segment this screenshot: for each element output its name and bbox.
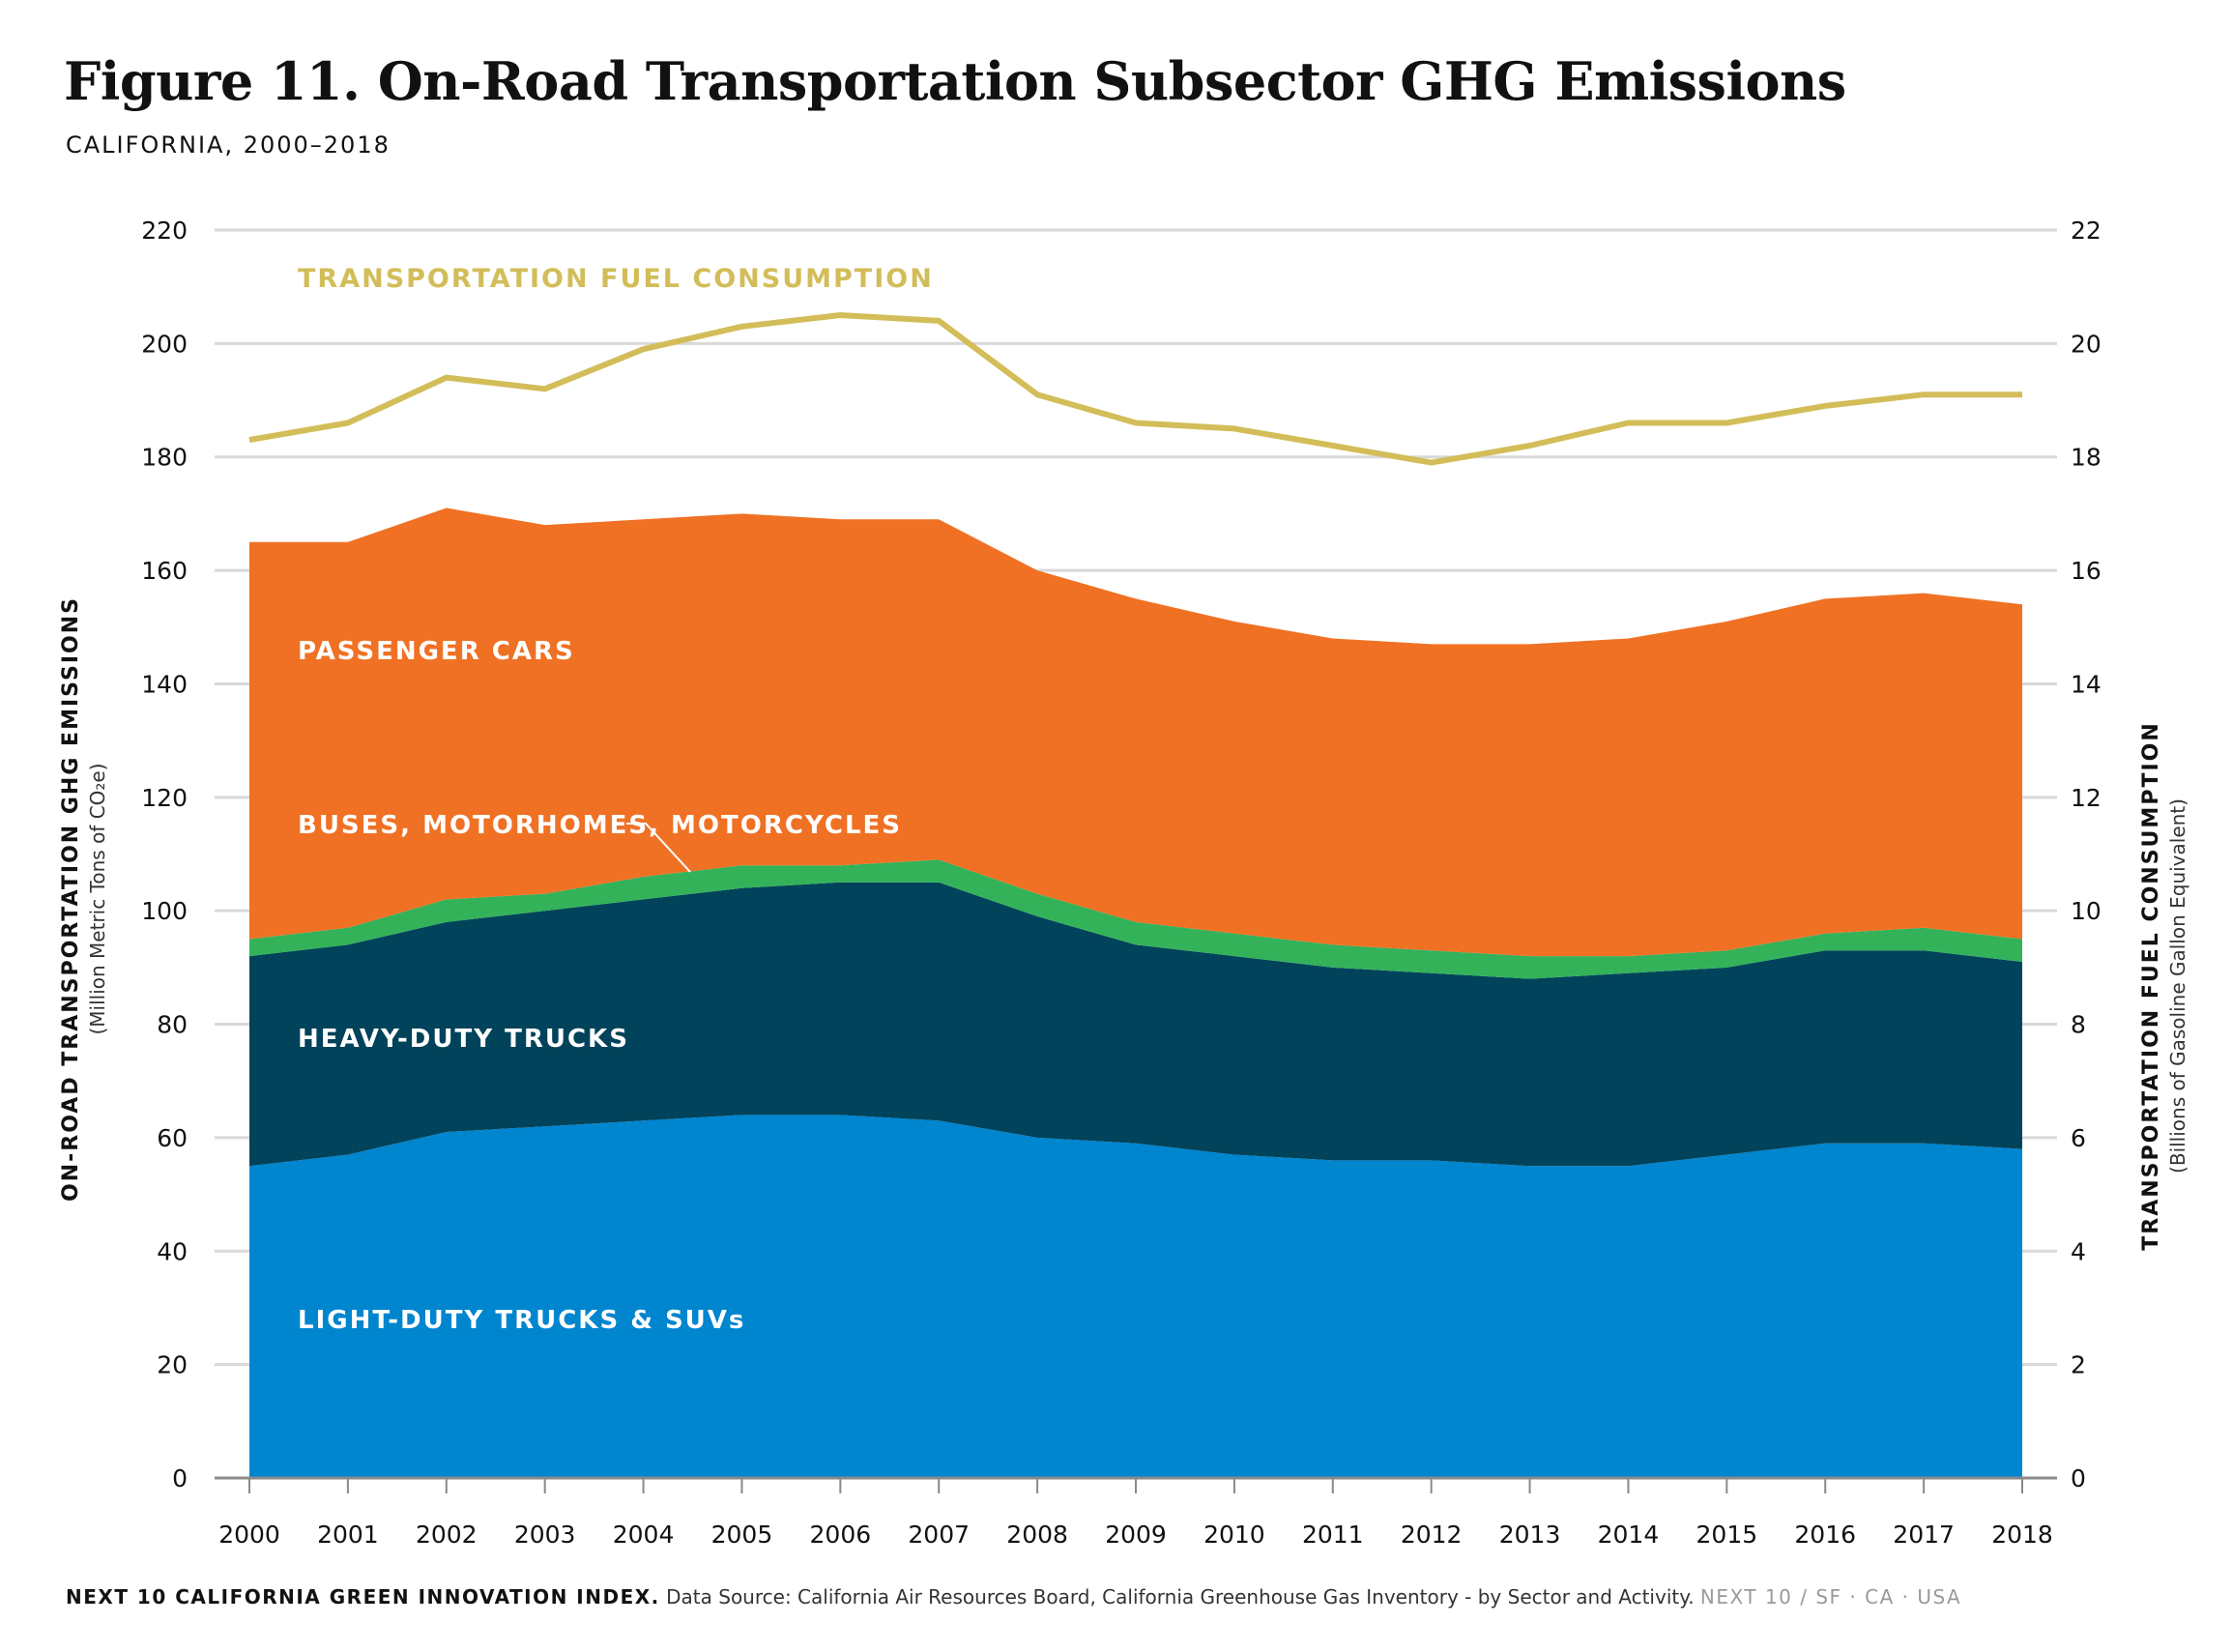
label-heavy-duty: HEAVY-DUTY TRUCKS [298, 1025, 629, 1054]
area-heavy-duty-trucks [249, 882, 2022, 1167]
x-tick-label: 2016 [1794, 1521, 1856, 1549]
footer-source: Data Source: California Air Resources Bo… [666, 1585, 1695, 1609]
area-buses-motorhomes-motorcycles [249, 859, 2022, 979]
fuel-consumption-line-layer [248, 312, 2022, 466]
y2-tick-label: 16 [2071, 557, 2102, 585]
x-tick-label: 2011 [1302, 1521, 1364, 1549]
footer: NEXT 10 CALIFORNIA GREEN INNOVATION INDE… [66, 1585, 1961, 1609]
stacked-areas [249, 507, 2022, 1478]
y2-axis-title: TRANSPORTATION FUEL CONSUMPTION [2139, 721, 2163, 1250]
axes: 0 0 20 2 40 4 60 6 80 8 100 10 120 12 140 14 160 16 180 18 2… [141, 217, 2102, 1549]
x-tick-label: 2001 [317, 1521, 379, 1549]
y2-tick-label: 22 [2071, 217, 2102, 245]
area-passenger-cars [249, 507, 2022, 957]
y-tick-label: 140 [141, 670, 188, 698]
label-passenger-cars: PASSENGER CARS [298, 637, 575, 666]
x-tick-label: 2014 [1598, 1521, 1660, 1549]
chart-subtitle: CALIFORNIA, 2000–2018 [66, 131, 391, 159]
y-tick-label: 160 [141, 557, 188, 585]
y2-tick-label: 0 [2071, 1464, 2086, 1493]
label-light-duty: LIGHT-DUTY TRUCKS & SUVs [298, 1306, 745, 1335]
y2-tick-label: 8 [2071, 1011, 2086, 1039]
y-tick-label: 200 [141, 330, 188, 358]
footer-brand: NEXT 10 / SF · CA · USA [1699, 1585, 1962, 1609]
y-tick-label: 100 [141, 897, 188, 925]
y-tick-label: 0 [172, 1464, 188, 1493]
y-tick-label: 40 [157, 1237, 188, 1265]
x-tick-label: 2007 [908, 1521, 970, 1549]
x-tick-label: 2008 [1006, 1521, 1068, 1549]
footer-index: NEXT 10 CALIFORNIA GREEN INNOVATION INDE… [66, 1585, 660, 1609]
y2-tick-label: 2 [2071, 1351, 2086, 1379]
y-tick-label: 120 [141, 784, 188, 812]
x-tick-label: 2000 [218, 1521, 280, 1549]
x-tick-label: 2004 [613, 1521, 675, 1549]
x-tick-label: 2012 [1401, 1521, 1463, 1549]
y-axis-title: ON-ROAD TRANSPORTATION GHG EMISSIONS [59, 596, 83, 1202]
y2-tick-label: 14 [2071, 670, 2102, 698]
y2-tick-label: 12 [2071, 784, 2102, 812]
y-axis-title-right: TRANSPORTATION FUEL CONSUMPTION (Billion… [2139, 721, 2189, 1250]
chart-title: Figure 11. On-Road Transportation Subsec… [64, 50, 1846, 112]
fuel-consumption-line [248, 312, 2022, 466]
x-tick-label: 2015 [1696, 1521, 1758, 1549]
y2-tick-label: 10 [2071, 897, 2102, 925]
x-tick-label: 2005 [711, 1521, 773, 1549]
buses-pointer-line [626, 823, 691, 873]
x-tick-label: 2010 [1203, 1521, 1265, 1549]
y-tick-label: 20 [157, 1351, 188, 1379]
y-tick-label: 180 [141, 444, 188, 472]
y2-axis-subtitle: (Billions of Gasoline Gallon Equivalent) [2166, 798, 2189, 1174]
label-fuel-consumption: TRANSPORTATION FUEL CONSUMPTION [298, 264, 934, 294]
y-tick-label: 220 [141, 217, 188, 245]
y-axis-subtitle: (Million Metric Tons of CO₂e) [86, 763, 109, 1034]
y2-tick-label: 6 [2071, 1124, 2086, 1152]
y2-tick-label: 4 [2071, 1237, 2086, 1265]
series-labels: TRANSPORTATION FUEL CONSUMPTION PASSENGE… [298, 264, 934, 1335]
y-axis-title-left: ON-ROAD TRANSPORTATION GHG EMISSIONS (Mi… [59, 596, 109, 1202]
x-tick-label: 2003 [514, 1521, 576, 1549]
x-tick-label: 2013 [1499, 1521, 1561, 1549]
x-tick-label: 2018 [1991, 1521, 2053, 1549]
area-light-duty-trucks-suvs [249, 1115, 2022, 1478]
x-tick-label: 2002 [416, 1521, 478, 1549]
x-tick-label: 2009 [1105, 1521, 1167, 1549]
y2-tick-label: 18 [2071, 444, 2102, 472]
y-tick-label: 80 [157, 1011, 188, 1039]
y-tick-label: 60 [157, 1124, 188, 1152]
y2-tick-label: 20 [2071, 330, 2102, 358]
x-tick-label: 2006 [810, 1521, 872, 1549]
label-buses: BUSES, MOTORHOMES, MOTORCYCLES [298, 811, 902, 840]
x-tick-label: 2017 [1893, 1521, 1955, 1549]
